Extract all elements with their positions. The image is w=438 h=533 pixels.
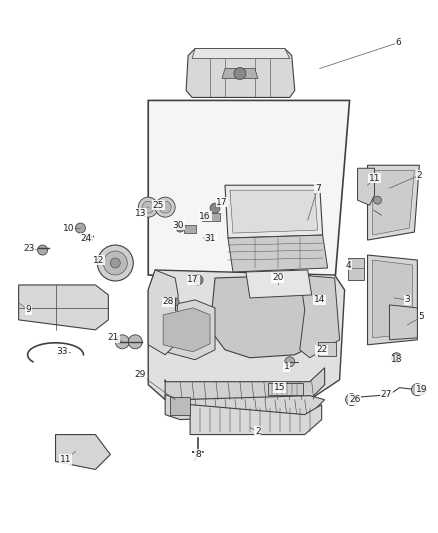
Circle shape xyxy=(374,196,381,204)
Text: 25: 25 xyxy=(152,200,164,209)
Polygon shape xyxy=(192,49,290,59)
Polygon shape xyxy=(389,305,417,340)
Polygon shape xyxy=(222,69,258,78)
Polygon shape xyxy=(165,368,325,400)
Text: 33: 33 xyxy=(57,348,68,356)
Text: 4: 4 xyxy=(346,261,351,270)
Circle shape xyxy=(392,353,401,363)
Circle shape xyxy=(142,201,154,213)
Circle shape xyxy=(234,68,246,79)
Text: 7: 7 xyxy=(315,184,321,193)
Polygon shape xyxy=(186,49,295,98)
Text: 1: 1 xyxy=(284,362,290,372)
Text: 22: 22 xyxy=(316,345,327,354)
Circle shape xyxy=(75,223,85,233)
Text: 26: 26 xyxy=(349,395,360,404)
Polygon shape xyxy=(190,405,321,434)
Circle shape xyxy=(210,203,220,213)
Text: 2: 2 xyxy=(255,427,261,436)
Bar xyxy=(348,258,364,280)
Polygon shape xyxy=(158,300,215,360)
Text: 29: 29 xyxy=(134,370,146,379)
Circle shape xyxy=(128,335,142,349)
Text: 14: 14 xyxy=(314,295,325,304)
Circle shape xyxy=(103,251,127,275)
Text: 20: 20 xyxy=(272,273,283,282)
Polygon shape xyxy=(246,270,312,298)
Polygon shape xyxy=(148,100,350,285)
Text: 10: 10 xyxy=(63,224,74,232)
Circle shape xyxy=(411,384,424,395)
Text: 2: 2 xyxy=(417,171,422,180)
Bar xyxy=(318,342,336,356)
Polygon shape xyxy=(225,185,323,238)
Text: 9: 9 xyxy=(26,305,32,314)
Polygon shape xyxy=(148,270,178,355)
Circle shape xyxy=(171,298,179,306)
Polygon shape xyxy=(372,260,413,338)
Text: 31: 31 xyxy=(204,233,216,243)
Text: 30: 30 xyxy=(173,221,184,230)
Text: 23: 23 xyxy=(23,244,34,253)
Text: 3: 3 xyxy=(405,295,410,304)
Text: 11: 11 xyxy=(60,455,71,464)
Polygon shape xyxy=(300,275,339,358)
Text: 17: 17 xyxy=(216,198,228,207)
Text: 17: 17 xyxy=(187,276,199,285)
Text: 11: 11 xyxy=(369,174,380,183)
Circle shape xyxy=(110,258,120,268)
Circle shape xyxy=(204,234,212,242)
Circle shape xyxy=(138,197,158,217)
Circle shape xyxy=(97,245,133,281)
Circle shape xyxy=(159,201,171,213)
Text: 6: 6 xyxy=(396,38,401,47)
Circle shape xyxy=(155,197,175,217)
Circle shape xyxy=(85,234,92,242)
Polygon shape xyxy=(367,255,417,345)
Polygon shape xyxy=(148,270,345,400)
Polygon shape xyxy=(228,235,328,272)
Text: 8: 8 xyxy=(195,450,201,459)
Text: 28: 28 xyxy=(162,297,174,306)
Polygon shape xyxy=(372,170,414,235)
Text: 18: 18 xyxy=(391,356,402,364)
Polygon shape xyxy=(367,165,419,240)
Polygon shape xyxy=(19,285,108,330)
Text: 16: 16 xyxy=(199,212,211,221)
Bar xyxy=(268,383,303,394)
Polygon shape xyxy=(357,168,374,205)
Text: 27: 27 xyxy=(381,390,392,399)
Polygon shape xyxy=(56,434,110,470)
Circle shape xyxy=(176,224,184,232)
Bar xyxy=(184,225,196,233)
Polygon shape xyxy=(165,394,325,419)
Text: 15: 15 xyxy=(274,383,286,392)
Text: 13: 13 xyxy=(134,208,146,217)
Bar xyxy=(202,213,220,221)
Polygon shape xyxy=(230,190,318,233)
Polygon shape xyxy=(163,308,210,352)
Text: 21: 21 xyxy=(108,333,119,342)
Text: 5: 5 xyxy=(418,312,424,321)
Text: 24: 24 xyxy=(81,233,92,243)
Circle shape xyxy=(193,275,203,285)
Circle shape xyxy=(115,335,129,349)
Circle shape xyxy=(346,394,357,406)
Circle shape xyxy=(285,357,295,367)
Circle shape xyxy=(38,245,48,255)
Polygon shape xyxy=(210,275,318,358)
Bar xyxy=(170,397,190,415)
Text: 19: 19 xyxy=(416,385,427,394)
Text: 12: 12 xyxy=(93,255,104,264)
Circle shape xyxy=(417,385,426,394)
